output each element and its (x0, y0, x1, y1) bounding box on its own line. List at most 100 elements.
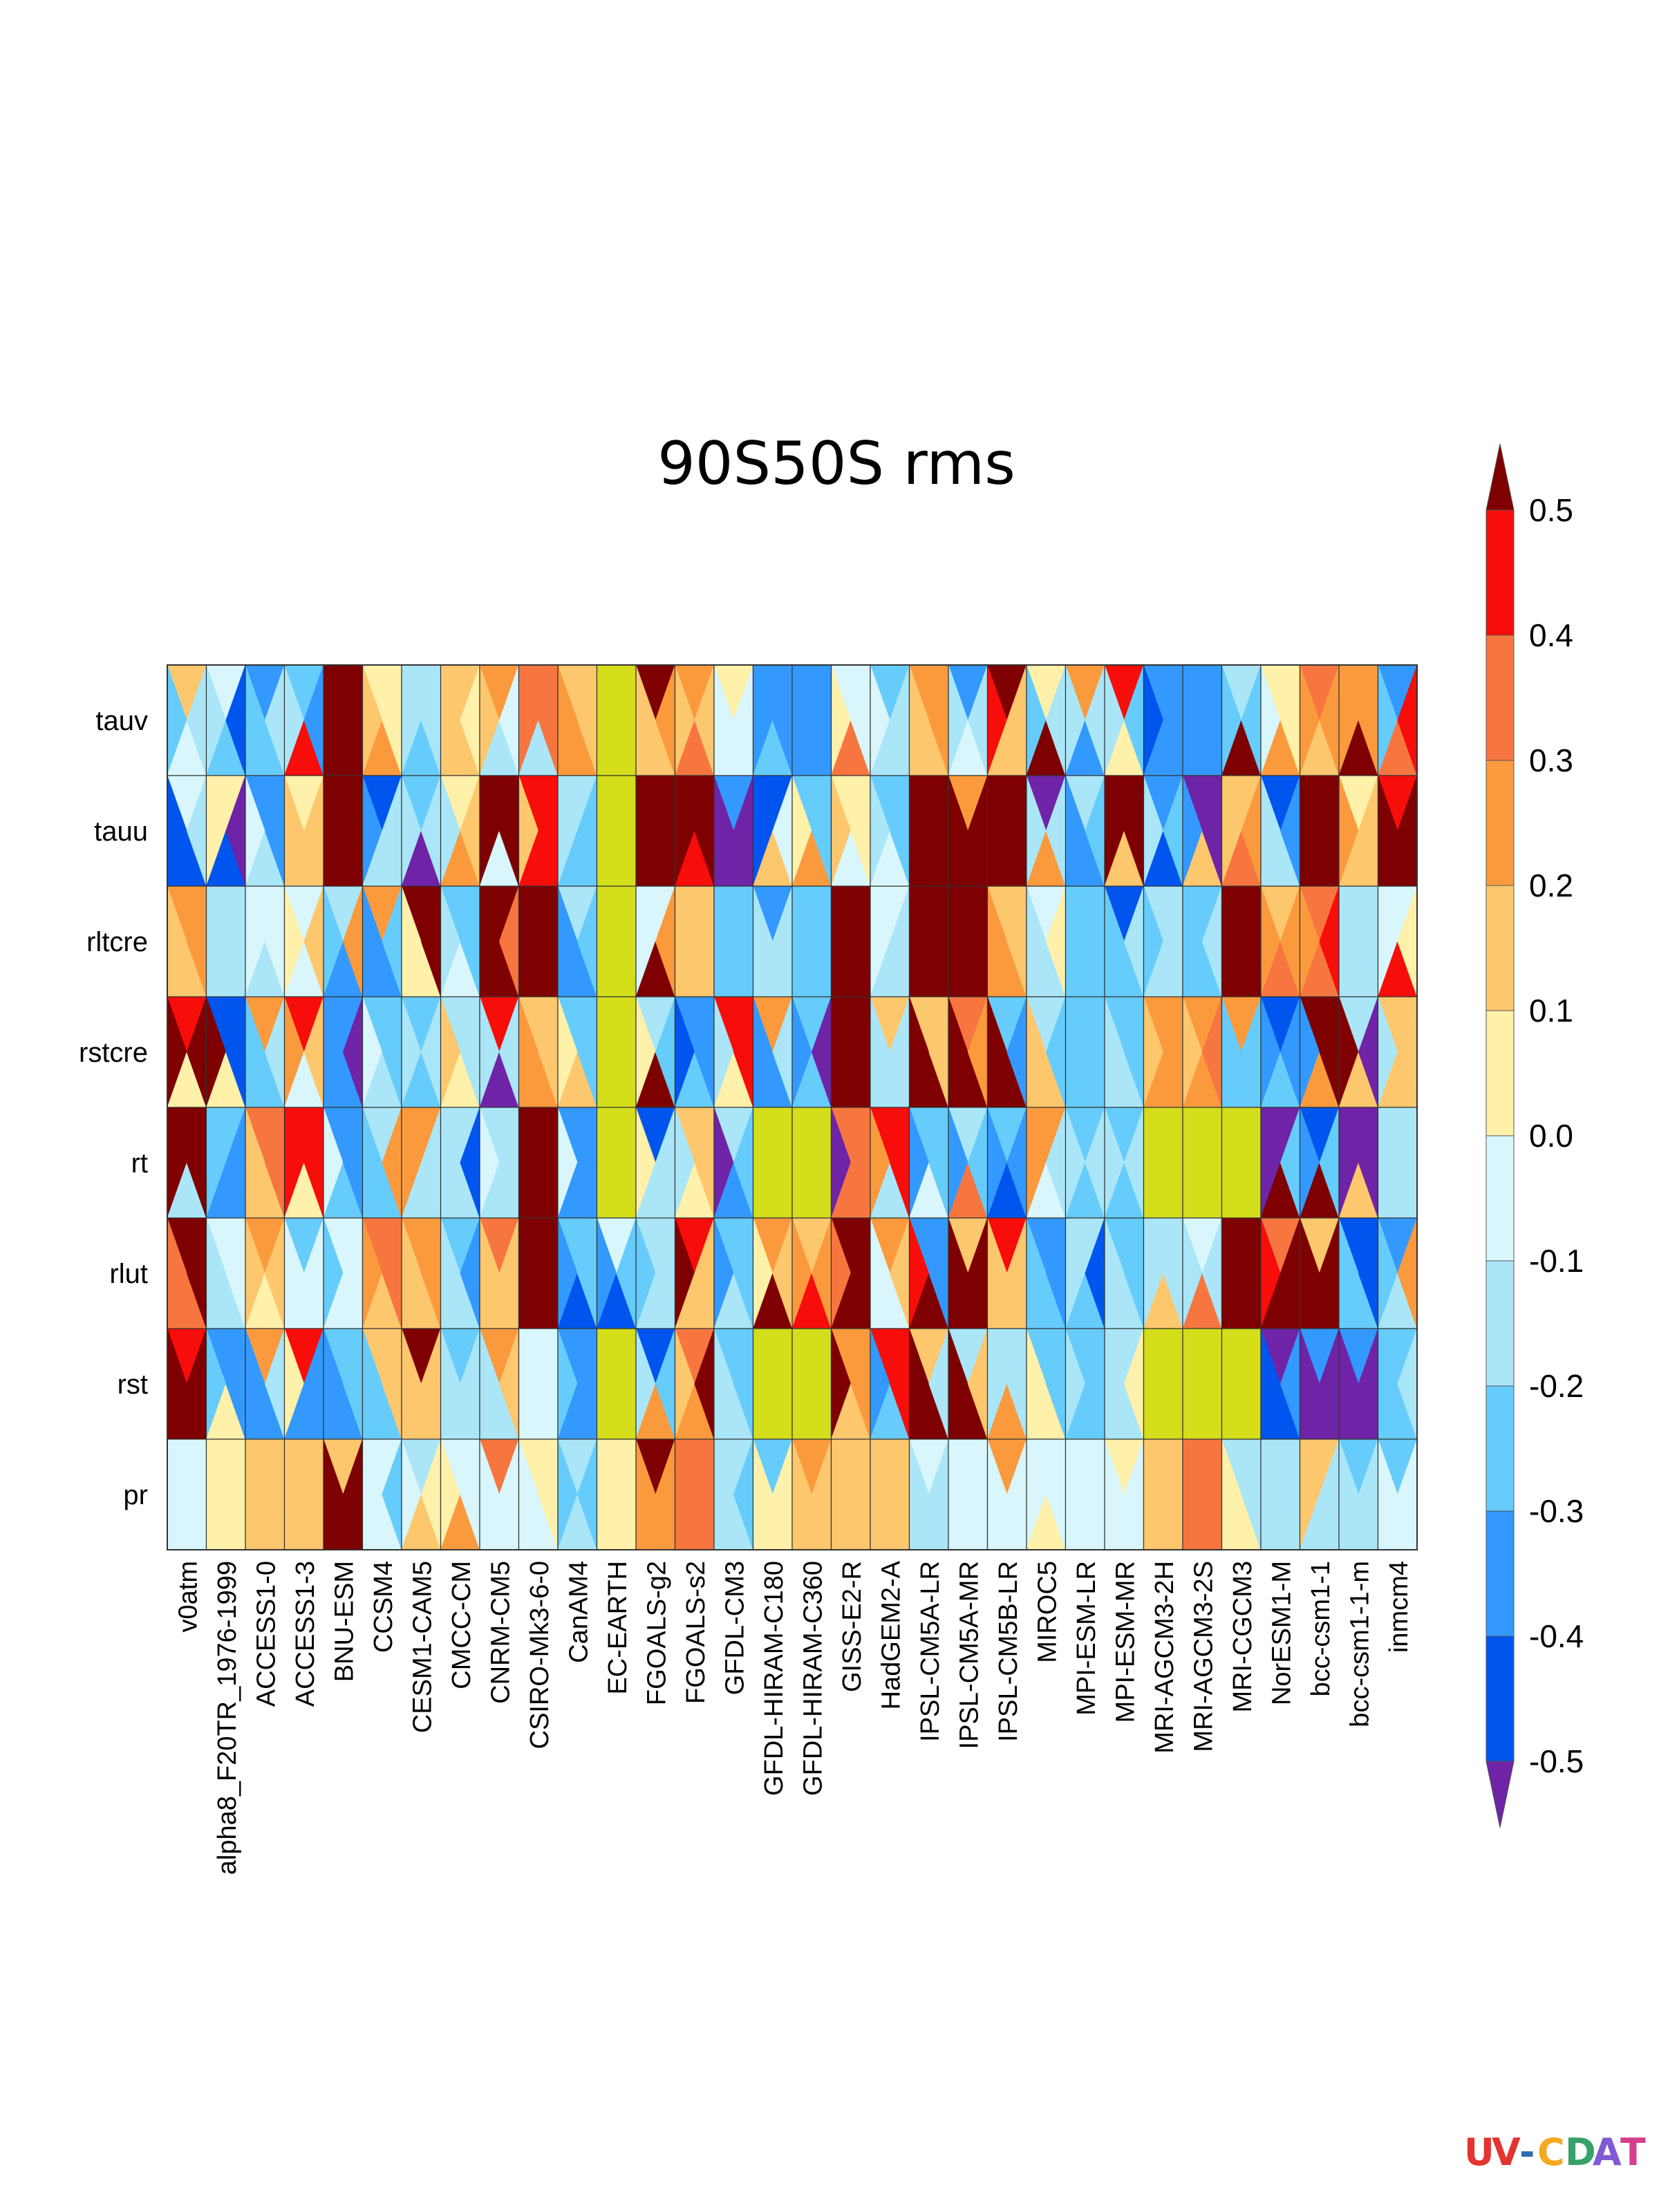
heatmap-cell (205, 1328, 246, 1440)
column-label: MIROC5 (1033, 1561, 1062, 1663)
heatmap-cell (518, 885, 559, 997)
heatmap-cell (635, 885, 676, 997)
heatmap-cell (870, 664, 910, 776)
heatmap-cell (1221, 885, 1262, 997)
heatmap-cell (1182, 664, 1223, 776)
heatmap-cell (1026, 775, 1067, 887)
heatmap-cell (1299, 996, 1340, 1108)
heatmap-cell (635, 664, 676, 776)
logo-letter: - (1519, 2130, 1535, 2174)
heatmap-cell (1182, 1217, 1223, 1329)
colorbar-segment (1485, 509, 1515, 636)
column-label: CCSM4 (369, 1561, 398, 1653)
heatmap-cell (986, 664, 1027, 776)
uvcdat-logo: UV- C DAT (1464, 2130, 1646, 2174)
heatmap-cell (557, 664, 598, 776)
logo-letter: D (1565, 2130, 1596, 2174)
row-labels: tauv tauu rltcre rstcre rt rlut rst pr (79, 706, 148, 1510)
colorbar-tick-label: 0.0 (1529, 1118, 1573, 1154)
heatmap-cell (1299, 664, 1340, 776)
heatmap-cell (635, 1438, 676, 1550)
heatmap-cell (1338, 1217, 1379, 1329)
column-label: CESM1-CAM5 (408, 1561, 437, 1733)
heatmap-cell (518, 664, 559, 776)
heatmap-cell (752, 1438, 793, 1550)
heatmap-cells (167, 664, 1418, 1550)
heatmap-cell (830, 775, 871, 887)
heatmap-cell (1182, 885, 1223, 997)
heatmap-cell (752, 885, 793, 997)
heatmap-cell (986, 996, 1027, 1108)
heatmap-cell (1377, 1328, 1418, 1440)
heatmap-cell (167, 1438, 207, 1550)
heatmap-cell (870, 885, 910, 997)
heatmap-cell (1104, 775, 1145, 887)
heatmap-cell (986, 1107, 1027, 1219)
heatmap-cell (1026, 1328, 1067, 1440)
heatmap-cell (283, 1328, 324, 1440)
heatmap-cell (1338, 1438, 1379, 1550)
heatmap-cell (830, 1217, 871, 1329)
heatmap-cell (1338, 775, 1379, 887)
heatmap-cell (1260, 1107, 1301, 1219)
heatmap-cell (1260, 664, 1301, 776)
heatmap-cell (1104, 996, 1145, 1108)
heatmap-cell (440, 996, 480, 1108)
heatmap-cell (791, 775, 832, 887)
column-label: CNRM-CM5 (486, 1561, 515, 1704)
heatmap-cell (205, 775, 246, 887)
heatmap-cell (557, 1438, 598, 1550)
heatmap-cell (401, 1107, 442, 1219)
heatmap-cell (440, 1107, 480, 1219)
column-label: IPSL-CM5A-MR (955, 1561, 984, 1749)
chart-title: 90S50S rms (657, 429, 1015, 498)
heatmap-cell (1377, 1217, 1418, 1329)
heatmap-cell (1221, 1328, 1262, 1440)
heatmap-cell (1065, 1107, 1105, 1219)
heatmap-cell (1143, 1438, 1183, 1550)
heatmap-cell (908, 1217, 949, 1329)
heatmap-cell (440, 664, 480, 776)
logo-letter: C (1537, 2130, 1565, 2174)
heatmap-cell (908, 1107, 949, 1219)
heatmap-cell (1065, 1328, 1105, 1440)
heatmap-cell (440, 1217, 480, 1329)
heatmap-cell (1299, 775, 1340, 887)
heatmap-cell (1065, 996, 1105, 1108)
heatmap-cell (752, 1107, 793, 1219)
heatmap-cell (283, 664, 324, 776)
heatmap-cell (479, 1217, 520, 1329)
heatmap-cell (1338, 885, 1379, 997)
heatmap-cell (518, 1438, 559, 1550)
colorbar-segment (1485, 1260, 1515, 1387)
heatmap-cell (167, 1328, 207, 1440)
heatmap-cell (908, 1328, 949, 1440)
heatmap-cell (1182, 1328, 1223, 1440)
heatmap-cell (1260, 996, 1301, 1108)
heatmap-cell (401, 664, 442, 776)
heatmap-cell (1026, 996, 1067, 1108)
heatmap-cell (283, 775, 324, 887)
heatmap-cell (245, 775, 285, 887)
heatmap-cell (479, 664, 520, 776)
column-label: HadGEM2-A (877, 1560, 906, 1709)
heatmap-cell (596, 1438, 637, 1550)
heatmap-cell (1221, 996, 1262, 1108)
row-label: rt (131, 1148, 148, 1179)
heatmap-cell (245, 996, 285, 1108)
heatmap-cell (1104, 664, 1145, 776)
heatmap-cell (1143, 885, 1183, 997)
heatmap-cell (870, 1107, 910, 1219)
heatmap-cell (323, 1328, 364, 1440)
heatmap-cell (713, 1217, 754, 1329)
heatmap-cell (1338, 664, 1379, 776)
heatmap-cell (596, 775, 637, 887)
colorbar-tick-label: -0.2 (1529, 1368, 1584, 1404)
heatmap-cell (205, 1107, 246, 1219)
heatmap-cell (948, 885, 988, 997)
colorbar-segment (1485, 1635, 1515, 1762)
heatmap-cell (1065, 885, 1105, 997)
heatmap-cell (1143, 1328, 1183, 1440)
column-label: GISS-E2-R (838, 1561, 867, 1692)
